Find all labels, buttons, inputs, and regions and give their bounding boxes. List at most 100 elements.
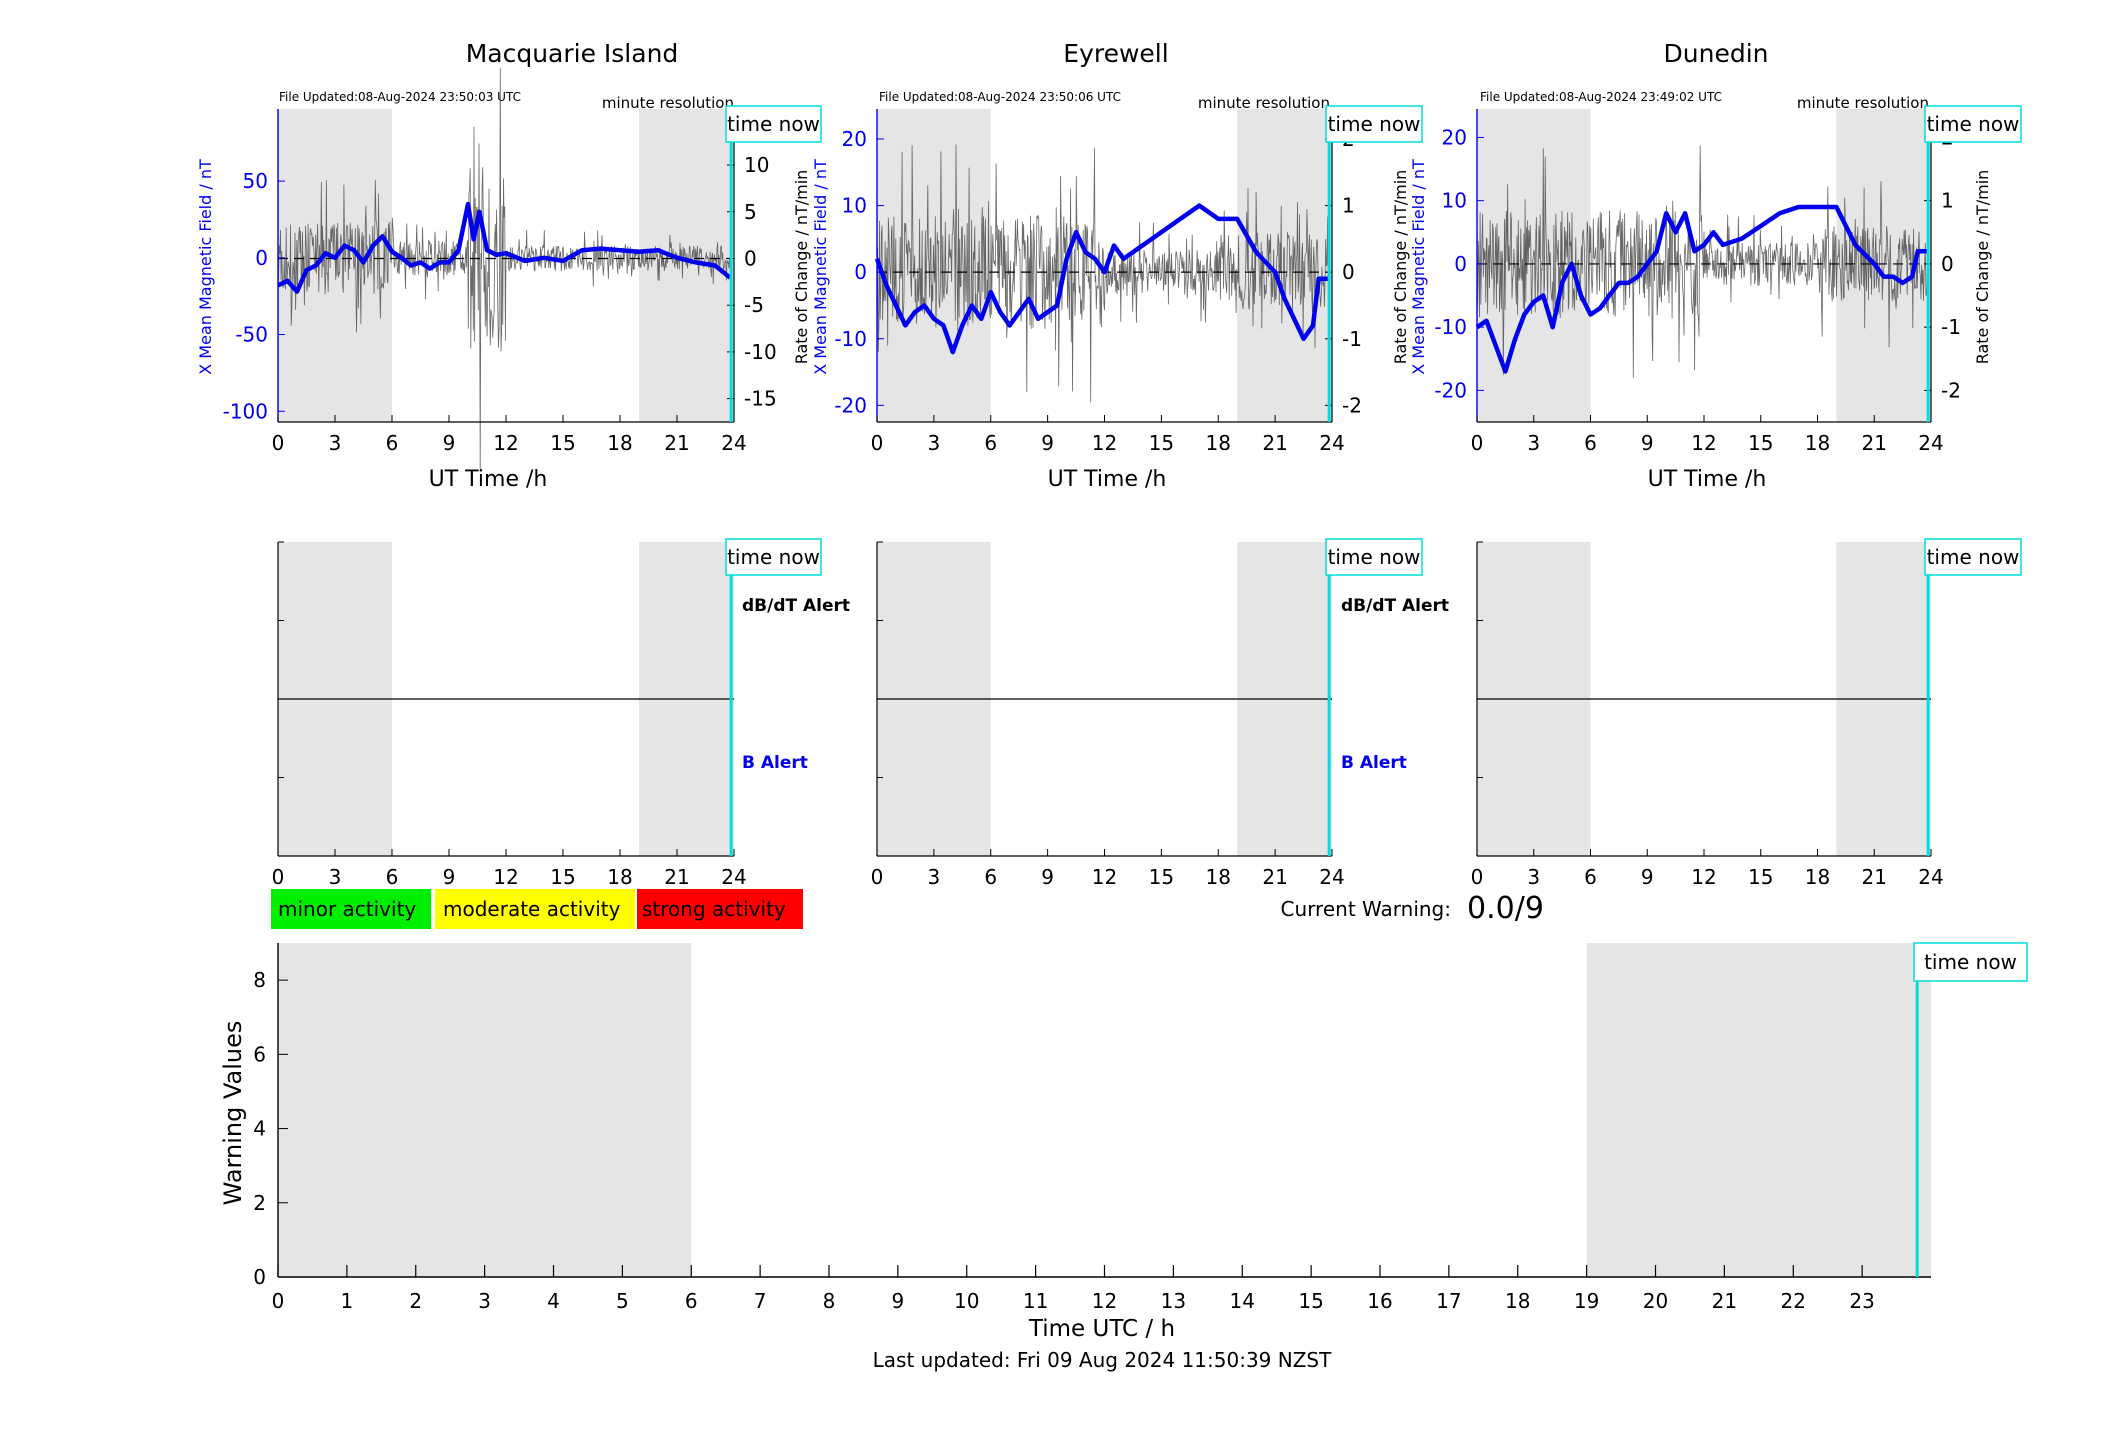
axis-ticks: 0 3 6 9 12 15 18 21 24	[1471, 541, 1944, 889]
axis-ticks: 0 3 6 9 12 15 18 21 24	[272, 541, 747, 889]
time-now-marker: time now	[1924, 105, 2022, 422]
dunedin-alert-chart: 0 3 6 9 12 15 18 21 24 time now	[1471, 538, 2022, 889]
left-tick-label: 0	[854, 260, 867, 284]
x-tick-label: 9	[892, 1289, 905, 1313]
x-tick-label: 24	[1918, 431, 1943, 455]
x-tick-label: 12	[493, 431, 518, 455]
x-tick-label: 9	[1641, 865, 1654, 889]
left-tick-label: 20	[1442, 125, 1467, 149]
file-updated-label: File Updated:08-Aug-2024 23:50:06 UTC	[879, 90, 1121, 104]
time-now-marker: time now	[1924, 538, 2022, 856]
x-tick-label: 17	[1436, 1289, 1461, 1313]
x-tick-label: 3	[928, 431, 941, 455]
x-field-series	[1475, 204, 1928, 374]
resolution-label: minute resolution	[602, 94, 734, 112]
right-y-axis-label: Rate of Change / nT/min	[792, 170, 811, 365]
right-tick-label: 1	[1941, 189, 1954, 213]
minor-activity-label: minor activity	[278, 897, 416, 921]
x-tick-label: 12	[1092, 431, 1117, 455]
x-tick-label: 21	[664, 431, 689, 455]
file-updated-label: File Updated:08-Aug-2024 23:50:03 UTC	[279, 90, 521, 104]
x-tick-label: 6	[1584, 865, 1597, 889]
x-tick-label: 21	[1262, 431, 1287, 455]
right-tick-label: -1	[1941, 315, 1961, 339]
x-tick-label: 16	[1367, 1289, 1392, 1313]
time-now-label: time now	[727, 112, 820, 136]
right-tick-label: -5	[744, 293, 764, 317]
x-tick-label: 18	[1505, 1289, 1530, 1313]
time-now-box	[1325, 538, 1423, 576]
chart-title: Eyrewell	[1063, 39, 1168, 68]
x-tick-label: 8	[823, 1289, 836, 1313]
x-tick-label: 10	[954, 1289, 979, 1313]
x-tick-label: 18	[1206, 865, 1231, 889]
eyrewell-alert-chart: dB/dT Alert B Alert 0 3 6 9 12 15 18 21 24 time …	[871, 538, 1449, 889]
right-tick-label: -2	[1342, 393, 1362, 417]
x-tick-label: 0	[1471, 431, 1484, 455]
x-tick-label: 18	[1206, 431, 1231, 455]
moderate-activity-label: moderate activity	[443, 897, 621, 921]
db-dt-alert-label: dB/dT Alert	[1341, 596, 1449, 616]
right-tick-label: -10	[744, 340, 777, 364]
x-tick-label: 24	[721, 431, 746, 455]
x-tick-label: 3	[1527, 431, 1540, 455]
x-tick-label: 3	[329, 865, 342, 889]
x-tick-label: 6	[685, 1289, 698, 1313]
x-tick-label: 0	[871, 431, 884, 455]
x-tick-label: 15	[1149, 865, 1174, 889]
right-y-axis-label: Rate of Change / nT/min	[1973, 170, 1992, 365]
moderate-activity-swatch	[435, 889, 635, 929]
left-tick-label: -20	[1434, 378, 1467, 402]
x-tick-label: 9	[443, 431, 456, 455]
activity-legend: minor activity moderate activity strong …	[271, 889, 803, 929]
x-tick-label: 24	[1918, 865, 1943, 889]
x-tick-label: 6	[386, 865, 399, 889]
x-tick-label: 6	[1584, 431, 1597, 455]
x-tick-label: 6	[984, 431, 997, 455]
strong-activity-label: strong activity	[642, 897, 786, 921]
y-tick-label: 4	[253, 1117, 266, 1141]
x-tick-label: 15	[550, 865, 575, 889]
x-field-series	[874, 203, 1329, 355]
x-tick-label: 0	[272, 1289, 285, 1313]
x-tick-label: 11	[1023, 1289, 1048, 1313]
chart-title: Macquarie Island	[466, 39, 679, 68]
right-tick-label: 0	[744, 246, 757, 270]
left-tick-label: 10	[1442, 189, 1467, 213]
x-tick-label: 2	[409, 1289, 422, 1313]
left-tick-label: -100	[223, 399, 268, 423]
time-now-box	[1913, 942, 2028, 982]
y-tick-label: 2	[253, 1191, 266, 1215]
time-now-box	[1924, 538, 2022, 576]
left-tick-label: -20	[834, 393, 867, 417]
x-tick-label: 3	[928, 865, 941, 889]
x-tick-label: 20	[1643, 1289, 1668, 1313]
time-now-label: time now	[1927, 545, 2020, 569]
x-axis-label: UT Time /h	[1648, 467, 1767, 492]
x-tick-label: 0	[1471, 865, 1484, 889]
x-tick-label: 12	[1691, 865, 1716, 889]
x-tick-label: 18	[1805, 865, 1830, 889]
axis-ticks: 0 1 2 3 4 5 6 7 8 9 10 11 12 13 14 15 16 17 18 19 20 21 22 2302…	[253, 943, 1931, 1313]
x-tick-label: 19	[1574, 1289, 1599, 1313]
minor-activity-swatch	[271, 889, 431, 929]
warning-values-chart: Warning Values Time UTC / h 0 1 2 3 4 5 6 7 8 9 10…	[219, 942, 2028, 1342]
current-warning-value: 0.0/9	[1467, 891, 1544, 926]
x-tick-label: 15	[550, 431, 575, 455]
time-now-marker: time now	[1325, 538, 1423, 856]
x-tick-label: 12	[493, 865, 518, 889]
left-y-axis-label: X Mean Magnetic Field / nT	[196, 159, 215, 375]
time-now-box	[725, 538, 822, 576]
left-tick-label: 0	[1454, 252, 1467, 276]
x-tick-label: 12	[1092, 865, 1117, 889]
x-tick-label: 3	[1527, 865, 1540, 889]
y-tick-label: 6	[253, 1042, 266, 1066]
right-tick-label: -2	[1941, 378, 1961, 402]
x-tick-label: 18	[1805, 431, 1830, 455]
dunedin-chart: Dunedin File Updated:08-Aug-2024 23:49:0…	[1409, 39, 2022, 492]
right-y-axis-label: Rate of Change / nT/min	[1391, 170, 1410, 365]
x-tick-label: 9	[1641, 431, 1654, 455]
time-now-marker: time now	[725, 105, 822, 422]
b-alert-label: B Alert	[1341, 753, 1407, 773]
